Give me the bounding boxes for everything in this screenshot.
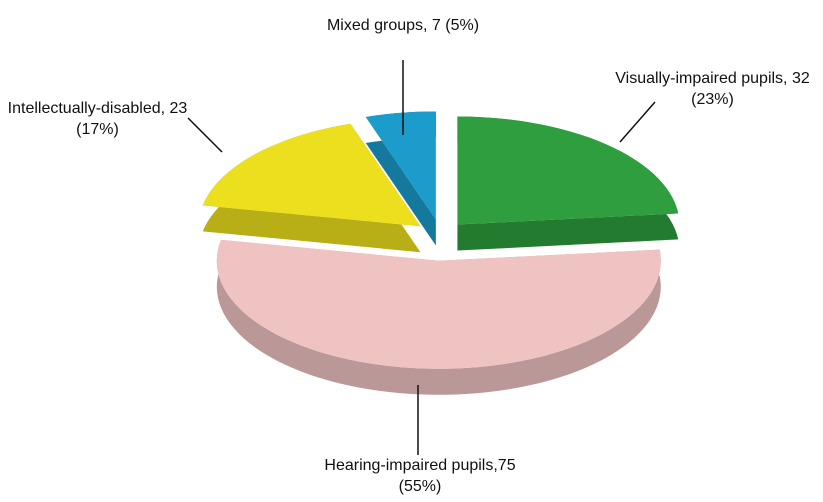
- slice-side-shade: [457, 116, 679, 251]
- slice-side: [365, 111, 436, 246]
- slice-side: [457, 116, 679, 251]
- slice-label: Visually-impaired pupils, 32 (23%): [615, 70, 810, 108]
- slice: [457, 116, 679, 225]
- leader-line: [187, 117, 223, 153]
- slice: [365, 111, 436, 220]
- slice-label: Intellectually-disabled, 23 (17%): [7, 100, 188, 138]
- leader-line: [619, 101, 656, 143]
- slice: [216, 239, 661, 369]
- slice: [202, 123, 421, 227]
- slice-label: Mixed groups, 7 (5%): [326, 17, 480, 34]
- slice-label: Hearing-impaired pupils,75 (55%): [324, 457, 516, 495]
- slice-side-shade: [365, 111, 436, 246]
